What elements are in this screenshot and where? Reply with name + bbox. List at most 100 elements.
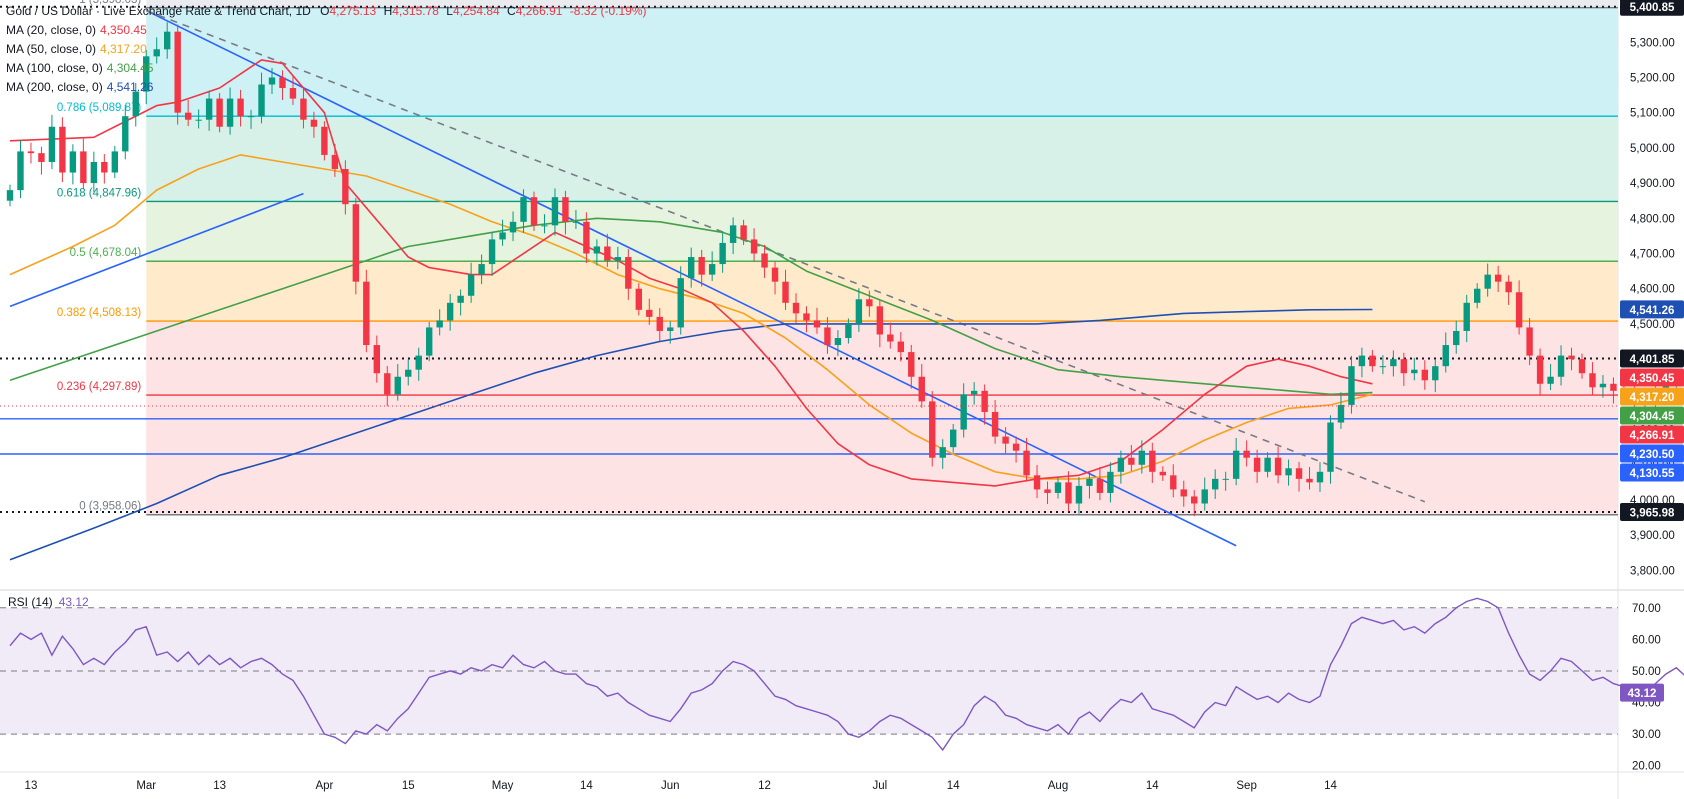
price-axis-tick: 5,100.00 <box>1630 108 1675 120</box>
candle <box>478 254 485 285</box>
candle <box>1002 427 1009 454</box>
candle-body <box>855 299 863 324</box>
low-label: L <box>446 4 453 18</box>
candle-body <box>226 98 234 127</box>
price-axis-label-text: 4,266.91 <box>1630 430 1675 442</box>
fib-zone-top <box>146 0 1619 8</box>
rsi-label: RSI (14) <box>8 595 53 609</box>
candle <box>918 364 925 408</box>
candle-body <box>1557 355 1565 377</box>
ma50-line <box>9 154 1373 480</box>
candle <box>1526 317 1533 366</box>
candle <box>939 439 946 469</box>
low-value: 4,254.84 <box>452 4 500 18</box>
candle <box>415 347 422 381</box>
price-axis-label: 4,130.55 <box>1620 463 1684 482</box>
candle <box>1547 364 1554 391</box>
candle-body <box>635 288 642 310</box>
price-axis-tick: 4,600.00 <box>1630 284 1675 296</box>
candle-body <box>405 369 412 377</box>
indicator-label: MA (200, close, 0) <box>6 80 103 94</box>
indicator-ma100[interactable]: MA (100, close, 0) 4,304.45 <box>6 59 646 78</box>
price-axis-label-text: 4,230.50 <box>1630 449 1675 461</box>
price-axis-label: 4,266.91 <box>1620 425 1684 444</box>
candle-body <box>143 56 150 92</box>
candle-body <box>698 257 705 275</box>
candle-body <box>1536 355 1544 384</box>
indicator-label: MA (100, close, 0) <box>6 61 103 75</box>
candle-body <box>1033 475 1041 490</box>
ma200-line <box>9 308 1373 561</box>
time-axis-tick: 14 <box>1146 780 1159 792</box>
price-axis-tick: 4,500.00 <box>1630 319 1675 331</box>
candle-body <box>1295 468 1303 479</box>
price-axis-label-text: 4,401.85 <box>1630 354 1675 366</box>
candle <box>101 154 108 184</box>
candle-body <box>69 151 77 173</box>
candle <box>1568 347 1575 371</box>
candle <box>614 246 622 270</box>
candle <box>1432 359 1439 393</box>
candle-body <box>782 281 789 303</box>
candle <box>1128 445 1135 472</box>
price-axis-tick: 3,900.00 <box>1630 530 1675 542</box>
candle-body <box>499 232 506 240</box>
candle-body <box>572 221 580 223</box>
candle-body <box>1316 471 1324 483</box>
indicator-label: MA (50, close, 0) <box>6 42 97 56</box>
candle-body <box>761 253 768 268</box>
candle <box>1253 449 1261 483</box>
candle-body <box>1515 292 1523 328</box>
candle <box>1379 355 1387 375</box>
indicator-ma50[interactable]: MA (50, close, 0) 4,317.20 <box>6 40 646 59</box>
candle-body <box>1526 327 1533 356</box>
indicator-ma200[interactable]: MA (200, close, 0) 4,541.26 <box>6 78 646 97</box>
candle <box>1442 332 1449 373</box>
candle <box>373 335 380 383</box>
fib-level-label: 0.5 (4,678.04) <box>70 247 142 259</box>
indicator-value: 4,317.20 <box>100 42 147 56</box>
price-axis-label-text: 4,317.20 <box>1630 392 1675 404</box>
candle-body <box>1044 489 1051 493</box>
price-axis-label: 5,400.85 <box>1620 0 1684 16</box>
rsi-value-label-text: 43.12 <box>1628 688 1657 700</box>
candle-body <box>279 77 286 89</box>
candle <box>1589 362 1596 396</box>
candle <box>1316 462 1324 492</box>
candle <box>132 82 139 127</box>
symbol-title: Gold / US Dollar · Live Exchange Rate & … <box>6 4 311 18</box>
fib-level-label: 0.786 (5,089.87) <box>57 102 142 114</box>
time-axis-tick: May <box>492 780 514 792</box>
indicator-ma20[interactable]: MA (20, close, 0) 4,350.45 <box>6 21 646 40</box>
indicator-value: 4,350.45 <box>100 23 147 37</box>
candle <box>1453 320 1460 354</box>
candle <box>268 67 276 95</box>
candle-body <box>604 246 611 261</box>
candle-body <box>1243 450 1250 458</box>
candle-body <box>247 116 255 118</box>
candle <box>384 366 391 407</box>
candle <box>17 140 24 199</box>
candle-body <box>1086 478 1093 486</box>
candle <box>1515 280 1523 335</box>
candle <box>195 109 202 129</box>
candle <box>279 70 286 100</box>
candle <box>897 332 904 362</box>
candle <box>635 283 642 316</box>
candle <box>436 309 443 336</box>
candle-body <box>1400 359 1408 374</box>
candle-body <box>750 239 758 254</box>
price-axis-tick: 4,900.00 <box>1630 178 1675 190</box>
candle <box>216 93 223 133</box>
candle <box>1044 481 1051 505</box>
candle-body <box>1599 383 1607 388</box>
candle <box>845 318 852 344</box>
rsi-legend[interactable]: RSI (14) 43.12 <box>8 595 89 609</box>
candle-body <box>740 225 747 240</box>
candle-body <box>153 49 160 57</box>
candle <box>426 321 433 362</box>
candle-body <box>1054 482 1062 493</box>
candle <box>1348 355 1355 414</box>
candle-body <box>646 309 653 317</box>
